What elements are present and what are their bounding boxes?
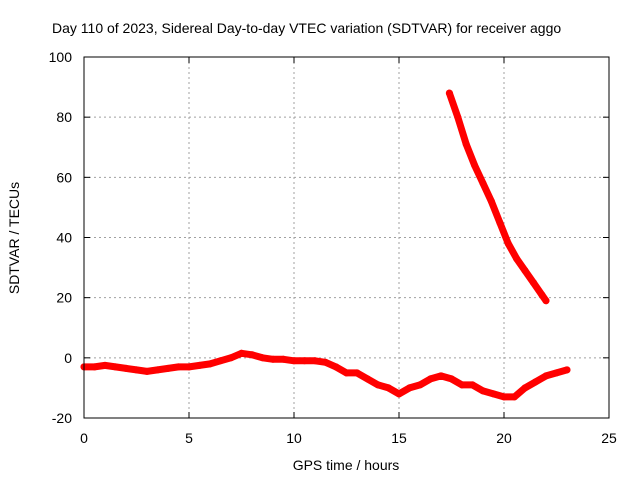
data-point: [563, 366, 571, 374]
data-point: [91, 363, 98, 371]
y-tick-label: 20: [56, 290, 72, 306]
data-point: [122, 364, 130, 372]
plot-frame: [83, 56, 610, 419]
x-tick-label: 0: [80, 430, 88, 446]
data-point: [395, 390, 403, 398]
data-point: [532, 378, 539, 386]
data-point: [133, 366, 140, 374]
x-tick-label: 15: [391, 430, 407, 446]
data-point: [406, 384, 413, 392]
data-point: [490, 390, 497, 398]
data-point: [343, 369, 350, 377]
data-point: [280, 355, 287, 363]
x-tick-labels: 0 5 10 15 20 25: [80, 430, 617, 446]
x-tick-label: 10: [286, 430, 302, 446]
data-point: [538, 291, 546, 299]
data-point: [500, 393, 508, 401]
y-tick-label: 60: [56, 169, 72, 185]
data-point: [553, 369, 560, 377]
y-tick-labels: -20 0 20 40 60 80 100: [49, 49, 73, 426]
data-point: [471, 161, 479, 169]
data-point: [542, 297, 550, 305]
data-point: [206, 360, 214, 368]
data-point: [364, 375, 371, 383]
data-point: [322, 358, 329, 366]
y-axis-label: SDTVAR / TECUs: [6, 182, 22, 294]
data-point: [217, 357, 224, 365]
data-point: [427, 375, 434, 383]
data-point: [521, 267, 529, 275]
data-point: [513, 255, 521, 263]
y-tick-label: -20: [52, 410, 72, 426]
data-point: [353, 369, 361, 377]
data-point: [259, 354, 266, 362]
grid: [83, 56, 610, 419]
data-point: [101, 361, 109, 369]
data-point: [504, 240, 512, 247]
data-point: [227, 354, 235, 362]
x-axis-label: GPS time / hours: [293, 457, 400, 473]
data-point: [511, 393, 518, 401]
data-point: [454, 113, 462, 121]
data-point: [448, 375, 455, 383]
data-point: [185, 363, 193, 371]
data-point: [301, 357, 308, 365]
data-point: [385, 384, 392, 392]
data-point: [469, 381, 476, 389]
data-point: [175, 363, 182, 371]
data-point: [374, 381, 382, 389]
x-tick-label: 5: [185, 430, 193, 446]
data-point: [458, 381, 466, 389]
data-series: [80, 89, 571, 401]
data-point: [164, 364, 172, 372]
data-point: [248, 351, 256, 359]
data-point: [143, 367, 151, 375]
data-point: [479, 387, 487, 395]
data-point: [521, 384, 529, 392]
y-tick-label: 40: [56, 230, 72, 246]
data-point: [238, 349, 245, 357]
data-point: [529, 279, 537, 287]
data-point: [332, 363, 340, 371]
x-tick-label: 25: [601, 430, 617, 446]
y-tick-label: 80: [56, 109, 72, 125]
data-point: [112, 363, 119, 371]
data-point: [290, 357, 298, 365]
data-point: [154, 366, 161, 374]
data-point: [269, 355, 277, 363]
data-point: [462, 140, 470, 148]
y-tick-label: 100: [49, 49, 73, 65]
data-point: [437, 372, 445, 380]
data-point: [196, 361, 203, 369]
y-tick-label: 0: [64, 350, 72, 366]
data-point: [542, 372, 550, 380]
data-point: [445, 89, 453, 97]
data-point: [311, 357, 319, 365]
data-point: [487, 197, 495, 205]
data-point: [496, 219, 504, 226]
data-point: [479, 179, 487, 187]
x-tick-label: 20: [496, 430, 512, 446]
data-point: [416, 381, 424, 389]
chart-title: Day 110 of 2023, Sidereal Day-to-day VTE…: [52, 20, 561, 36]
